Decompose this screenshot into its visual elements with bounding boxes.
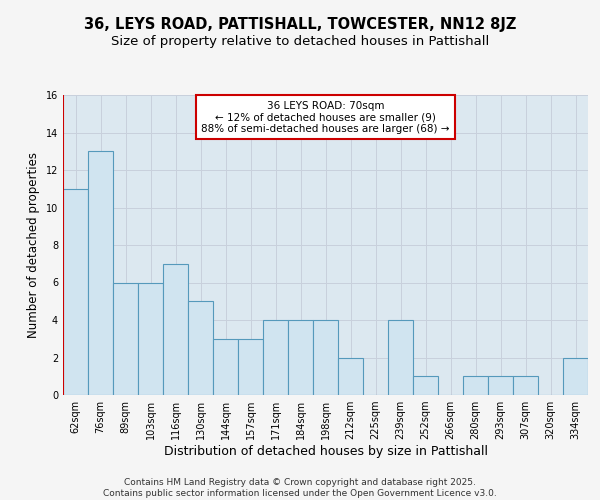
Bar <box>563 358 588 395</box>
Bar <box>338 358 363 395</box>
Bar <box>88 152 113 395</box>
Bar <box>213 339 238 395</box>
Bar <box>488 376 513 395</box>
Bar <box>138 282 163 395</box>
Text: 36, LEYS ROAD, PATTISHALL, TOWCESTER, NN12 8JZ: 36, LEYS ROAD, PATTISHALL, TOWCESTER, NN… <box>84 18 516 32</box>
Bar <box>413 376 438 395</box>
Bar <box>313 320 338 395</box>
Bar <box>163 264 188 395</box>
Bar <box>288 320 313 395</box>
Bar <box>238 339 263 395</box>
Bar <box>188 301 213 395</box>
Y-axis label: Number of detached properties: Number of detached properties <box>27 152 40 338</box>
Text: Contains HM Land Registry data © Crown copyright and database right 2025.
Contai: Contains HM Land Registry data © Crown c… <box>103 478 497 498</box>
Bar <box>263 320 288 395</box>
X-axis label: Distribution of detached houses by size in Pattishall: Distribution of detached houses by size … <box>163 445 487 458</box>
Text: Size of property relative to detached houses in Pattishall: Size of property relative to detached ho… <box>111 35 489 48</box>
Text: 36 LEYS ROAD: 70sqm
← 12% of detached houses are smaller (9)
88% of semi-detache: 36 LEYS ROAD: 70sqm ← 12% of detached ho… <box>201 100 450 134</box>
Bar <box>513 376 538 395</box>
Bar <box>388 320 413 395</box>
Bar <box>463 376 488 395</box>
Bar <box>113 282 138 395</box>
Bar <box>63 188 88 395</box>
